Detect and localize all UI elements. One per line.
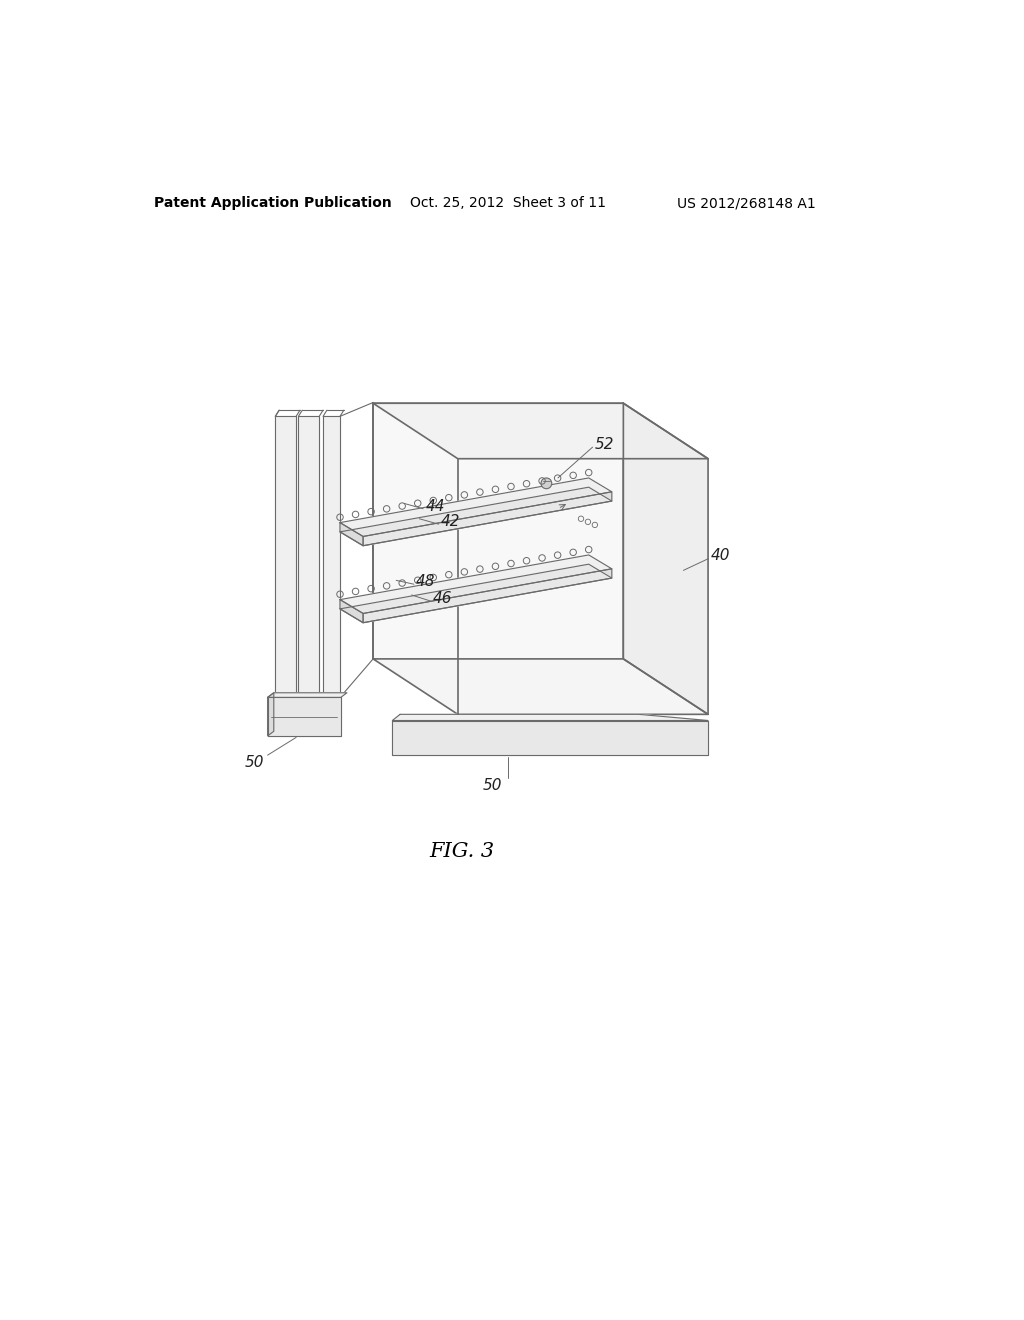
Text: 44: 44 xyxy=(425,499,445,513)
Polygon shape xyxy=(267,697,341,737)
Polygon shape xyxy=(340,599,364,623)
Polygon shape xyxy=(364,569,611,623)
Polygon shape xyxy=(373,404,624,659)
Text: Oct. 25, 2012  Sheet 3 of 11: Oct. 25, 2012 Sheet 3 of 11 xyxy=(410,197,606,210)
Polygon shape xyxy=(373,404,708,459)
Text: US 2012/268148 A1: US 2012/268148 A1 xyxy=(677,197,816,210)
Polygon shape xyxy=(267,693,273,737)
Polygon shape xyxy=(275,416,296,697)
Polygon shape xyxy=(373,659,708,714)
Text: Patent Application Publication: Patent Application Publication xyxy=(155,197,392,210)
Text: 52: 52 xyxy=(595,437,614,453)
Polygon shape xyxy=(267,693,347,697)
Polygon shape xyxy=(340,523,364,545)
Polygon shape xyxy=(624,404,708,714)
Text: 42: 42 xyxy=(441,515,461,529)
Text: 50: 50 xyxy=(482,779,502,793)
Polygon shape xyxy=(340,564,611,623)
Polygon shape xyxy=(298,416,319,697)
Text: 50: 50 xyxy=(245,755,264,771)
Polygon shape xyxy=(340,478,611,536)
Polygon shape xyxy=(392,721,708,755)
Polygon shape xyxy=(340,487,611,545)
Polygon shape xyxy=(392,714,708,721)
Text: FIG. 3: FIG. 3 xyxy=(429,842,495,861)
Polygon shape xyxy=(323,416,340,697)
Polygon shape xyxy=(364,492,611,545)
Circle shape xyxy=(541,478,552,488)
Polygon shape xyxy=(340,554,611,614)
Text: 46: 46 xyxy=(433,591,453,606)
Text: 40: 40 xyxy=(711,548,730,564)
Text: 48: 48 xyxy=(416,574,435,590)
